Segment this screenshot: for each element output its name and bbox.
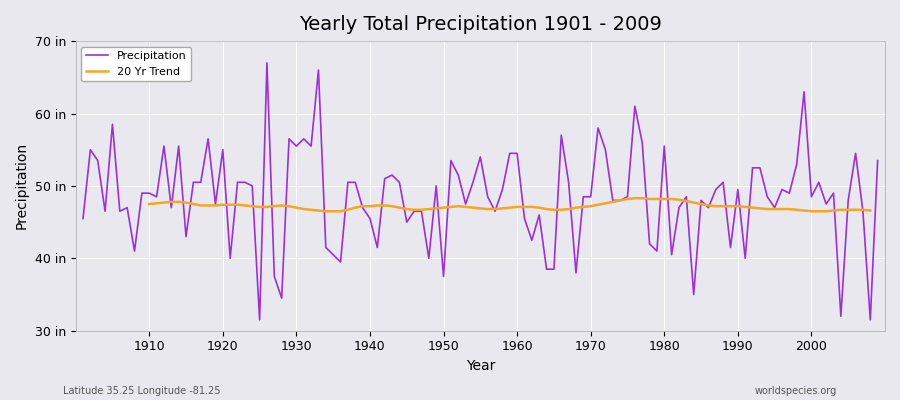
Precipitation <box>313 68 324 72</box>
20 Yr Trend <box>372 203 382 208</box>
Y-axis label: Precipitation: Precipitation <box>15 142 29 230</box>
20 Yr Trend <box>512 204 523 209</box>
20 Yr Trend <box>865 208 876 213</box>
20 Yr Trend <box>725 204 736 208</box>
Title: Yearly Total Precipitation 1901 - 2009: Yearly Total Precipitation 1901 - 2009 <box>299 15 662 34</box>
Line: Precipitation: Precipitation <box>83 63 878 320</box>
Precipitation <box>137 191 148 196</box>
20 Yr Trend <box>313 208 324 213</box>
Legend: Precipitation, 20 Yr Trend: Precipitation, 20 Yr Trend <box>81 47 191 81</box>
Line: 20 Yr Trend: 20 Yr Trend <box>149 198 870 211</box>
20 Yr Trend <box>534 205 544 210</box>
Precipitation <box>872 158 883 163</box>
Text: worldspecies.org: worldspecies.org <box>755 386 837 396</box>
Precipitation <box>526 238 537 243</box>
Precipitation <box>254 318 265 322</box>
Precipitation <box>615 198 626 203</box>
Precipitation <box>77 216 88 221</box>
Precipitation <box>519 216 530 221</box>
20 Yr Trend <box>343 208 354 212</box>
X-axis label: Year: Year <box>465 359 495 373</box>
Precipitation <box>262 60 273 65</box>
Precipitation <box>357 205 368 210</box>
20 Yr Trend <box>320 209 331 214</box>
20 Yr Trend <box>144 202 155 206</box>
Text: Latitude 35.25 Longitude -81.25: Latitude 35.25 Longitude -81.25 <box>63 386 220 396</box>
20 Yr Trend <box>629 196 640 201</box>
